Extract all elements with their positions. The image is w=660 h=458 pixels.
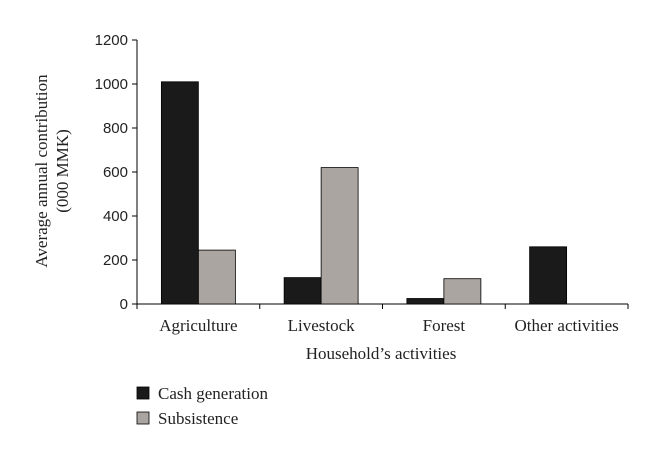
category-labels: Agriculture Livestock Forest Other activiti…	[159, 316, 619, 335]
bar-subsistence-agriculture	[197, 249, 236, 305]
legend: Cash generation Subsistence	[136, 384, 268, 428]
y-axis-title-line-1: Average annual contribution	[32, 74, 51, 268]
bar-cash-generation-agriculture	[160, 81, 199, 305]
bars	[160, 81, 568, 305]
y-tick-label: 200	[103, 252, 128, 269]
bar-subsistence-livestock	[320, 167, 359, 305]
x-category-label: Other activities	[514, 316, 618, 335]
x-axis	[136, 303, 629, 309]
x-category-label: Agriculture	[159, 316, 237, 335]
y-tick-label: 1200	[95, 32, 128, 49]
bar-cash-generation-other-activities	[529, 246, 568, 305]
y-axis: 0 200 400 600 800 1000 1200	[95, 32, 138, 313]
y-tick-label: 600	[103, 164, 128, 181]
x-axis-title: Household’s activities	[306, 344, 457, 363]
legend-label-cash-generation: Cash generation	[158, 384, 268, 403]
bar-subsistence-forest	[443, 278, 482, 305]
y-tick-label: 800	[103, 120, 128, 137]
legend-label-subsistence: Subsistence	[158, 409, 238, 428]
y-tick-label: 0	[120, 296, 128, 313]
y-tick-label: 1000	[95, 76, 128, 93]
x-category-label: Livestock	[288, 316, 356, 335]
y-tick-label: 400	[103, 208, 128, 225]
bar-cash-generation-forest	[406, 298, 445, 305]
legend-swatch-cash-generation	[136, 386, 150, 400]
y-axis-title-line-2: (000 MMK)	[53, 129, 72, 213]
x-category-label: Forest	[423, 316, 466, 335]
legend-swatch-subsistence	[136, 411, 150, 425]
bar-cash-generation-livestock	[283, 277, 322, 305]
